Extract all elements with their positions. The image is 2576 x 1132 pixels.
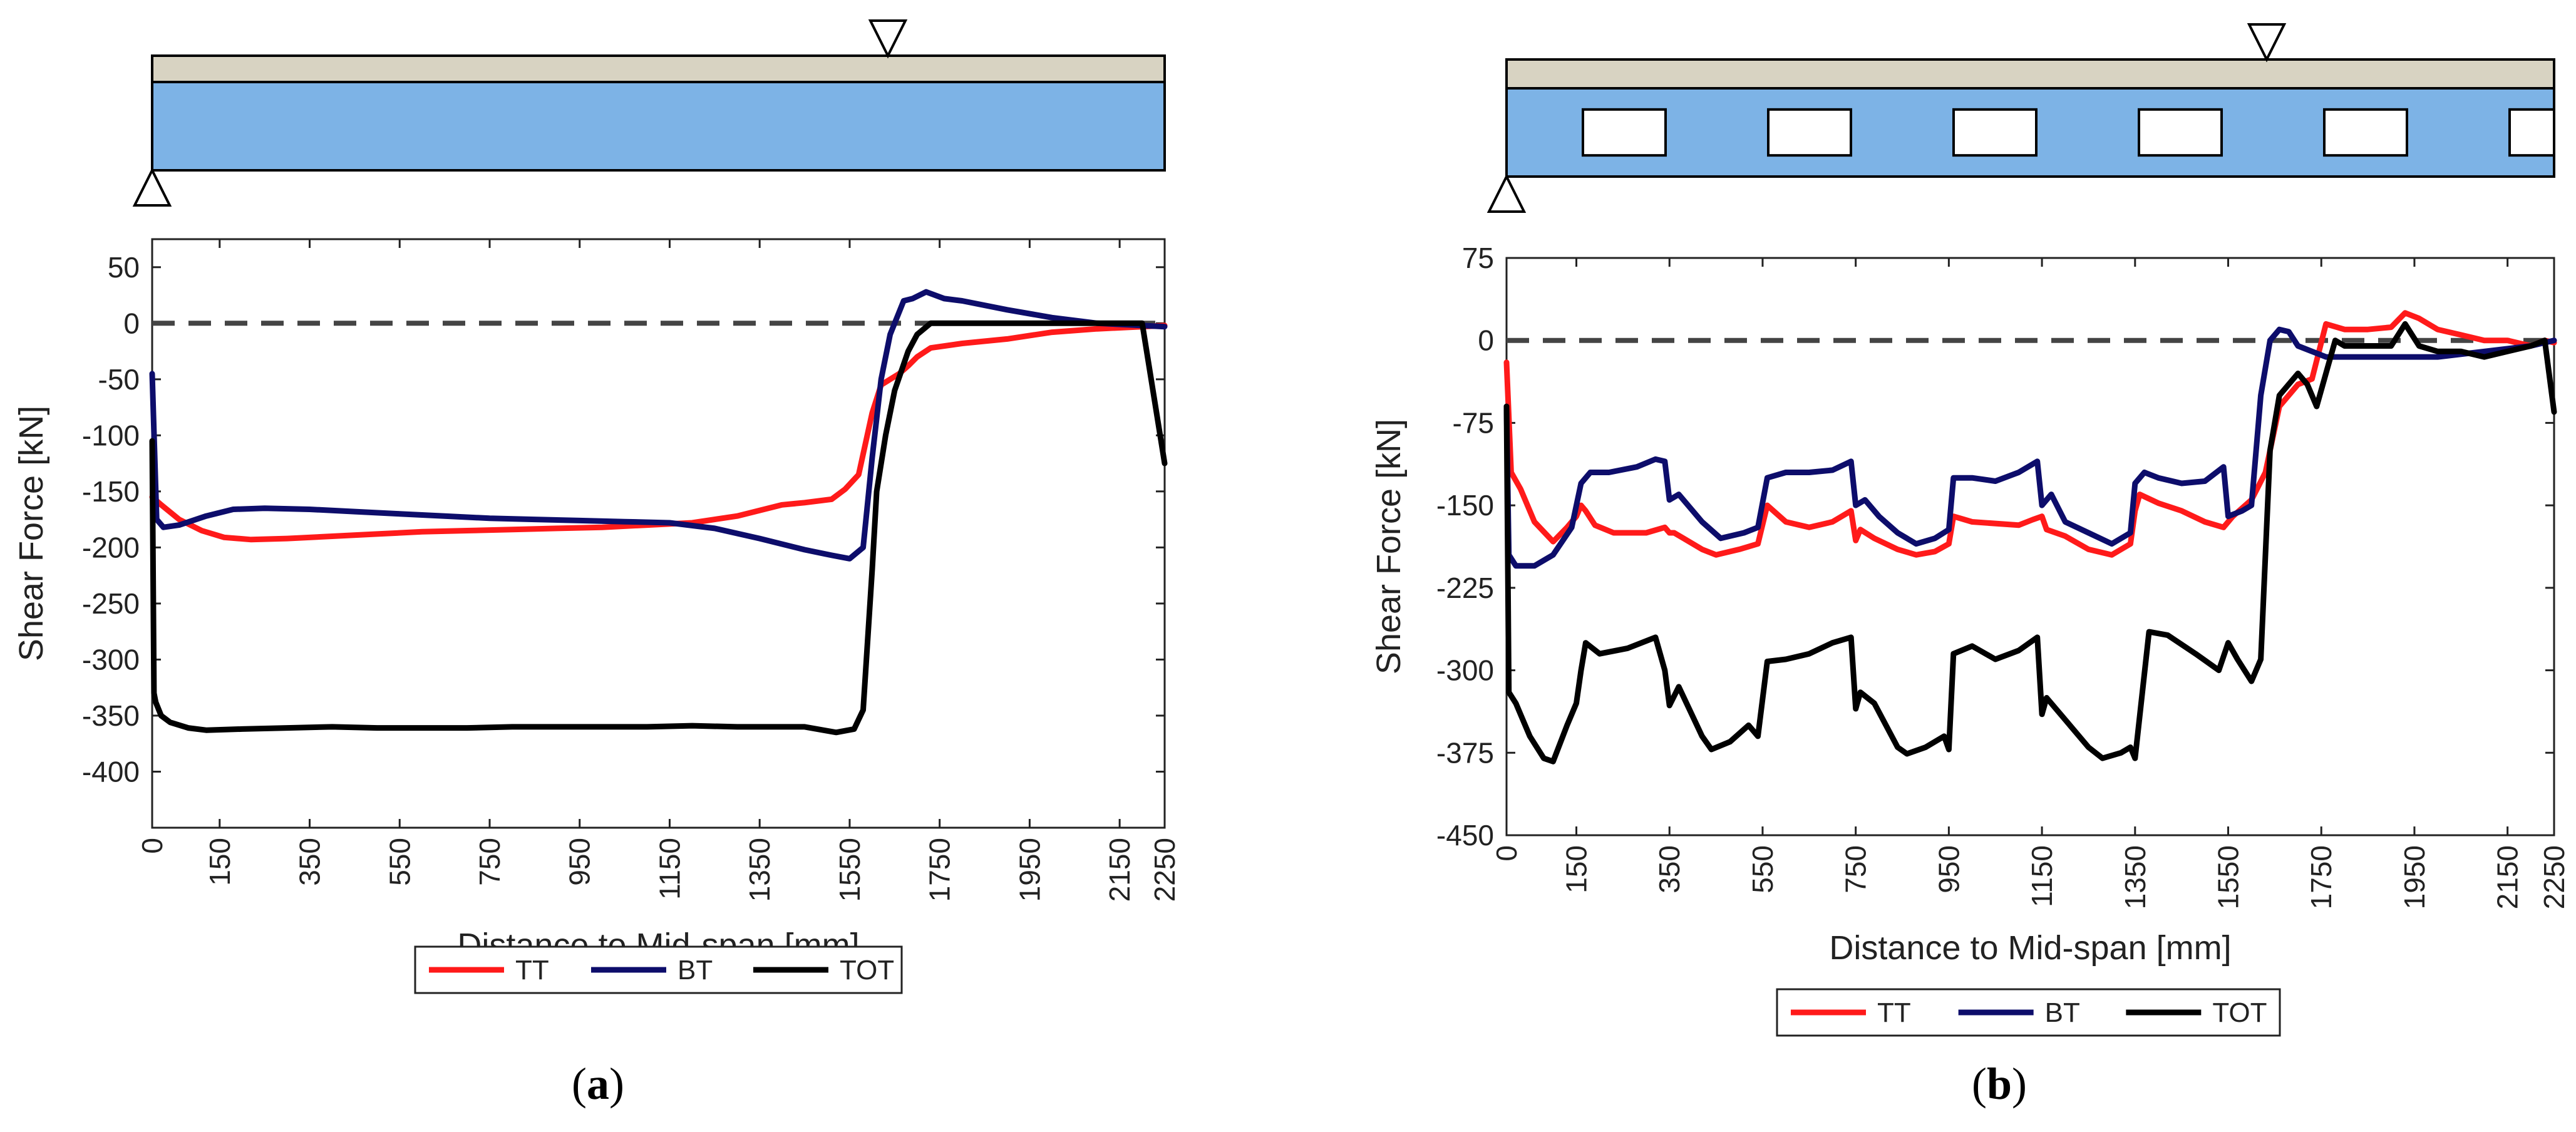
x-tick-label: 550 [383,838,416,886]
x-tick-label: 0 [136,838,168,854]
load-point-icon [868,19,908,59]
x-tick-label: 1750 [924,838,956,902]
x-tick-label: 2250 [2538,845,2570,909]
x-tick-label: 750 [473,838,506,886]
x-axis-label: Distance to Mid-span [mm] [1829,929,2231,967]
x-tick-label: 750 [1840,845,1872,893]
x-tick-label: 1950 [1013,838,1046,902]
y-tick-label: -450 [1436,819,1494,852]
x-tick-label: 950 [1932,845,1965,893]
beam-top-flange [151,54,1166,83]
x-tick-label: 350 [1653,845,1686,893]
y-tick-label: -300 [1436,654,1494,687]
y-tick-label: -200 [82,531,140,563]
x-tick-label: 150 [1560,845,1593,893]
legend-label-tot: TOT [2212,997,2267,1028]
y-tick-label: -225 [1436,572,1494,604]
y-tick-label: -350 [82,699,140,732]
web-opening [2323,108,2408,157]
series-line-bt [1503,326,2557,569]
plot-frame [1505,257,2555,836]
x-tick-label: 2150 [1103,838,1136,902]
y-tick-label: -400 [82,755,140,788]
legend-b: TT BT TOT [1776,988,2281,1037]
web-opening [2138,108,2223,157]
x-tick-label: 950 [564,838,596,886]
legend-label-tt: TT [1877,997,1911,1028]
beam-diagram-a [132,19,1166,207]
y-tick-label: 0 [123,307,140,339]
series-line-tt [1503,310,2557,558]
caption-a: (a) [572,1059,624,1109]
y-tick-label: 0 [1478,324,1494,357]
support-icon [1486,173,1527,213]
y-axis-label: Shear Force [kN] [1370,419,1408,674]
caption-b: (b) [1972,1059,2027,1109]
x-tick-label: 1150 [653,838,686,900]
y-tick-label: 50 [108,251,140,284]
y-tick-label: -100 [82,419,140,451]
y-tick-label: -150 [1436,489,1494,522]
y-tick-label: -375 [1436,736,1494,769]
series-line-tot [1503,321,2557,764]
x-tick-label: 1550 [2212,845,2245,909]
y-tick-label: -75 [1453,406,1494,439]
beam-top-flange [1505,58,2555,90]
x-tick-label: 1350 [743,838,776,902]
series-line-bt [149,289,1168,562]
x-tick-label: 2150 [2491,845,2524,909]
panel-a: 50 0 -50 -100 -150 -200 -250 -300 -350 -400 0 150 35… [13,19,1181,1109]
y-tick-label: -50 [98,363,140,396]
series-line-tt [149,322,1168,543]
x-tick-label: 1950 [2398,845,2431,909]
y-tick-label: -300 [82,643,140,676]
beam-web [151,81,1166,172]
load-point-icon [2247,23,2287,63]
y-tick-label: 75 [1462,242,1494,274]
legend-label-tot: TOT [840,955,894,985]
web-opening [1582,108,1667,157]
legend-label-tt: TT [515,955,549,985]
y-tick-label: -150 [82,475,140,508]
legend-label-bt: BT [2045,997,2080,1028]
web-opening [1767,108,1852,157]
x-tick-label: 2250 [1148,838,1181,902]
x-tick-label: 1350 [2119,845,2151,909]
x-tick-label: 1150 [2026,845,2058,907]
plot-frame [151,238,1166,829]
series-line-tot [149,320,1168,736]
legend-a: TT BT TOT [414,945,903,994]
x-tick-label: 1550 [833,838,866,902]
beam-diagram-b [1486,23,2555,213]
x-tick-label: 350 [294,838,326,886]
x-tick-label: 550 [1746,845,1779,893]
x-tick-label: 1750 [2305,845,2337,909]
chart-a: 50 0 -50 -100 -150 -200 -250 -300 -350 -400 0 150 35… [13,238,1181,964]
x-tick-label: 0 [1490,845,1523,862]
x-tick-label: 150 [204,838,236,886]
support-icon [132,167,172,207]
legend-label-bt: BT [677,955,713,985]
y-axis-label: Shear Force [kN] [13,406,50,661]
web-opening [1952,108,2038,157]
y-tick-label: -250 [82,587,140,620]
web-opening [2508,108,2555,157]
